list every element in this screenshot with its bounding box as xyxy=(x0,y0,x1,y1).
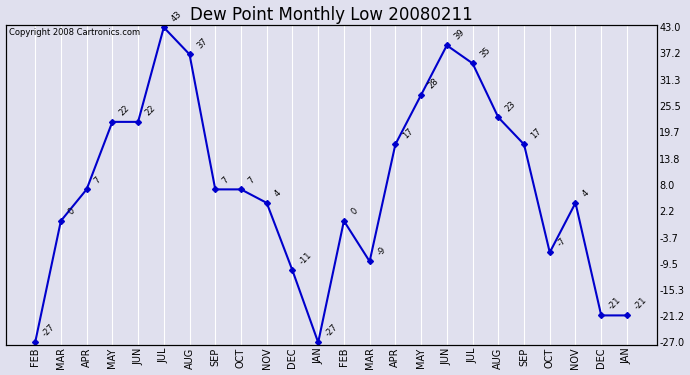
Text: 4: 4 xyxy=(273,189,282,199)
Text: 35: 35 xyxy=(478,45,492,59)
Text: 23: 23 xyxy=(504,99,518,113)
Text: -27: -27 xyxy=(41,322,57,338)
Text: 0: 0 xyxy=(66,207,77,217)
Text: 39: 39 xyxy=(453,27,466,41)
Text: -9: -9 xyxy=(375,245,387,257)
Text: -11: -11 xyxy=(298,251,314,266)
Text: 7: 7 xyxy=(92,175,102,185)
Text: 37: 37 xyxy=(195,36,209,50)
Text: 17: 17 xyxy=(530,126,544,140)
Text: -21: -21 xyxy=(607,296,622,311)
Text: 7: 7 xyxy=(221,175,231,185)
Text: 0: 0 xyxy=(349,207,359,217)
Text: 4: 4 xyxy=(581,189,591,199)
Text: 22: 22 xyxy=(118,104,132,118)
Text: 7: 7 xyxy=(246,175,257,185)
Text: -27: -27 xyxy=(324,322,339,338)
Text: 43: 43 xyxy=(169,9,184,23)
Title: Dew Point Monthly Low 20080211: Dew Point Monthly Low 20080211 xyxy=(190,6,473,24)
Text: 28: 28 xyxy=(426,77,440,91)
Text: 22: 22 xyxy=(144,104,157,118)
Text: -21: -21 xyxy=(633,296,649,311)
Text: -7: -7 xyxy=(555,236,568,248)
Text: 17: 17 xyxy=(401,126,415,140)
Text: Copyright 2008 Cartronics.com: Copyright 2008 Cartronics.com xyxy=(9,28,140,37)
